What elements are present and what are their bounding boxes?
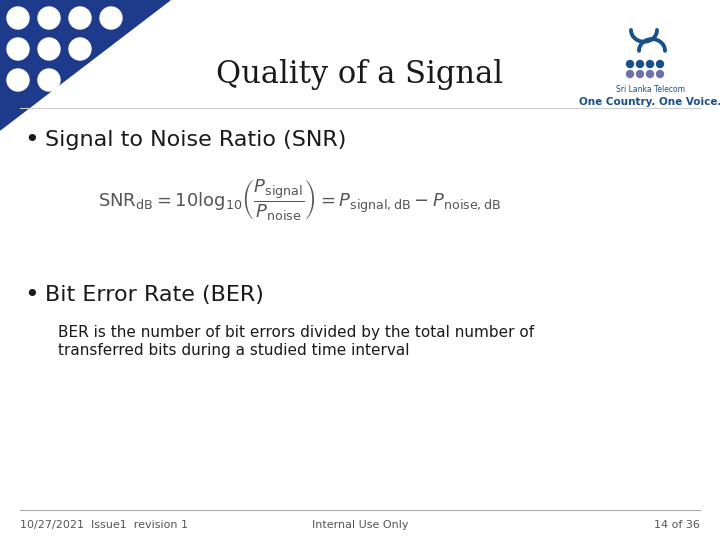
- Circle shape: [69, 7, 91, 29]
- Circle shape: [647, 71, 654, 78]
- Circle shape: [626, 60, 634, 68]
- Text: One Country. One Voice.: One Country. One Voice.: [579, 97, 720, 107]
- Circle shape: [657, 71, 664, 78]
- Circle shape: [636, 60, 644, 68]
- Text: Signal to Noise Ratio (SNR): Signal to Noise Ratio (SNR): [45, 130, 346, 150]
- Circle shape: [7, 38, 29, 60]
- Circle shape: [38, 69, 60, 91]
- Text: BER is the number of bit errors divided by the total number of: BER is the number of bit errors divided …: [58, 325, 534, 340]
- Text: 14 of 36: 14 of 36: [654, 520, 700, 530]
- Circle shape: [69, 38, 91, 60]
- Text: Quality of a Signal: Quality of a Signal: [217, 59, 503, 91]
- Text: Bit Error Rate (BER): Bit Error Rate (BER): [45, 285, 264, 305]
- Text: Internal Use Only: Internal Use Only: [312, 520, 408, 530]
- Circle shape: [7, 7, 29, 29]
- Text: •: •: [24, 128, 40, 152]
- Circle shape: [38, 38, 60, 60]
- Circle shape: [38, 7, 60, 29]
- Text: •: •: [24, 283, 40, 307]
- Text: Sri Lanka Telecom: Sri Lanka Telecom: [616, 84, 685, 93]
- Circle shape: [647, 60, 654, 68]
- Circle shape: [7, 69, 29, 91]
- Polygon shape: [0, 0, 170, 130]
- Circle shape: [657, 60, 664, 68]
- Text: 10/27/2021  Issue1  revision 1: 10/27/2021 Issue1 revision 1: [20, 520, 188, 530]
- Circle shape: [626, 71, 634, 78]
- Circle shape: [636, 71, 644, 78]
- Text: transferred bits during a studied time interval: transferred bits during a studied time i…: [58, 342, 410, 357]
- Text: $\mathrm{SNR_{dB}} = 10\log_{10}\!\left(\dfrac{P_{\mathrm{signal}}}{P_{\mathrm{n: $\mathrm{SNR_{dB}} = 10\log_{10}\!\left(…: [99, 178, 502, 222]
- Circle shape: [100, 7, 122, 29]
